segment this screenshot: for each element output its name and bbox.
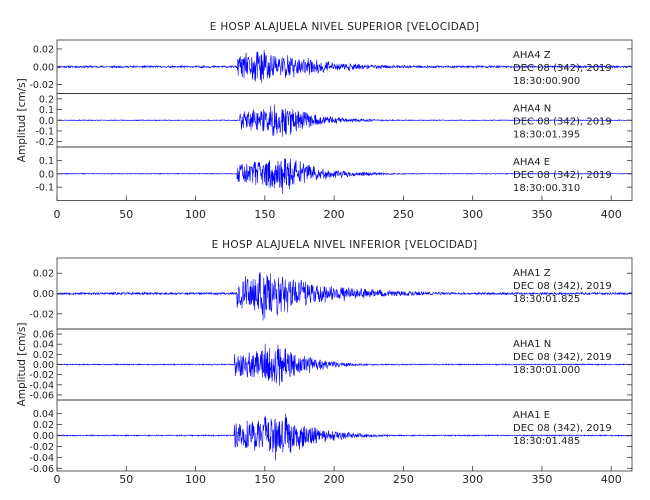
panel-aha4-z: 0.02 0.00 -0.02 AHA4 Z DEC 08 (342), 2019 18:…	[29, 39, 633, 94]
waveform-aha4-n	[57, 104, 632, 137]
y-tick-label: 0.1	[39, 156, 54, 167]
waveform-aha1-z	[57, 271, 632, 321]
y-tick-label: 0.00	[33, 431, 54, 442]
y-tick-label: 0.04	[33, 340, 54, 351]
x-tick-label: 50	[119, 473, 133, 486]
panel-aha1-e: 0.040.020.00-0.02-0.04-0.06 AHA1 E DEC 08 …	[29, 399, 633, 475]
chart-title: E HOSP ALAJUELA NIVEL INFERIOR [VELOCIDA…	[212, 239, 478, 251]
x-tick-label: 0	[54, 473, 61, 486]
x-tick-label: 100	[185, 473, 206, 486]
x-tick-label: 200	[324, 208, 345, 221]
y-tick-label: 0.04	[33, 409, 54, 420]
y-tick-label: 0.2	[39, 94, 54, 105]
x-tick-label: 0	[54, 208, 61, 221]
y-tick-label: 0.02	[33, 269, 54, 280]
y-tick-label: -0.06	[29, 464, 54, 475]
time-label: 18:30:01.825	[513, 294, 580, 305]
y-tick-label: -0.02	[29, 442, 54, 453]
waveform-aha1-e	[57, 413, 632, 461]
waveform-aha4-z	[57, 49, 632, 84]
x-tick-label: 350	[531, 208, 552, 221]
time-label: 18:30:00.900	[513, 76, 580, 87]
y-tick-label: 0.02	[33, 44, 54, 55]
y-tick-label: 0.0	[39, 116, 54, 127]
time-label: 18:30:01.395	[513, 130, 580, 141]
date-label: DEC 08 (342), 2019	[513, 117, 612, 128]
station-label: AHA1 E	[513, 410, 550, 421]
x-tick-label: 150	[254, 473, 275, 486]
date-label: DEC 08 (342), 2019	[513, 281, 612, 292]
panel-aha4-n: 0.20.10.0-0.1-0.2 AHA4 N DEC 08 (342), 201…	[35, 93, 633, 148]
y-tick-label: 0.02	[33, 350, 54, 361]
x-tick-label: 250	[393, 473, 414, 486]
x-tick-label: 200	[324, 473, 345, 486]
y-tick-label: -0.04	[29, 380, 54, 391]
y-tick-label: 0.02	[33, 420, 54, 431]
x-tick-label: 50	[119, 208, 133, 221]
y-tick-label: 0.00	[33, 360, 54, 371]
station-label: AHA1 Z	[513, 268, 551, 279]
x-tick-label: 350	[531, 473, 552, 486]
chart-title: E HOSP ALAJUELA NIVEL SUPERIOR [VELOCIDA…	[210, 21, 479, 33]
y-axis-label: Amplitud [cm/s]	[16, 78, 28, 162]
waveform-aha1-n	[57, 343, 632, 386]
panel-aha1-z: 0.02 0.00 -0.02 AHA1 Z DEC 08 (342), 2019 18:…	[29, 257, 633, 330]
station-label: AHA4 E	[513, 157, 550, 168]
x-tick-label: 400	[601, 208, 622, 221]
x-tick-label: 150	[254, 208, 275, 221]
x-tick-label: 300	[462, 473, 483, 486]
time-label: 18:30:00.310	[513, 183, 580, 194]
y-tick-label: -0.04	[29, 453, 54, 464]
date-label: DEC 08 (342), 2019	[513, 423, 612, 434]
x-tick-label: 400	[601, 473, 622, 486]
y-tick-label: 0.00	[33, 289, 54, 300]
y-tick-label: -0.06	[29, 390, 54, 401]
time-label: 18:30:01.485	[513, 436, 580, 447]
y-tick-label: 0.1	[39, 105, 54, 116]
time-label: 18:30:01.000	[513, 365, 580, 376]
plots-layer: E HOSP ALAJUELA NIVEL SUPERIOR [VELOCIDA…	[16, 21, 633, 486]
y-tick-label: 0.0	[39, 169, 54, 180]
y-tick-label: -0.2	[35, 137, 54, 148]
x-tick-label: 250	[393, 208, 414, 221]
chart-2: E HOSP ALAJUELA NIVEL INFERIOR [VELOCIDA…	[16, 239, 633, 486]
x-tick-label: 300	[462, 208, 483, 221]
y-tick-label: -0.02	[29, 370, 54, 381]
y-axis-label: Amplitud [cm/s]	[16, 323, 28, 407]
y-tick-label: -0.02	[29, 80, 54, 91]
y-tick-label: -0.1	[35, 183, 54, 194]
y-tick-label: -0.1	[35, 126, 54, 137]
date-label: DEC 08 (342), 2019	[513, 170, 612, 181]
date-label: DEC 08 (342), 2019	[513, 63, 612, 74]
date-label: DEC 08 (342), 2019	[513, 352, 612, 363]
panel-aha4-e: 0.1 0.0 -0.1 AHA4 E DEC 08 (342), 2019 18:30:…	[35, 146, 633, 201]
waveform-aha4-e	[57, 158, 632, 194]
y-tick-label: -0.02	[29, 309, 54, 320]
station-label: AHA4 N	[513, 104, 551, 115]
y-tick-label: 0.00	[33, 62, 54, 73]
y-tick-label: 0.06	[33, 330, 54, 341]
panel-aha1-n: 0.060.040.020.00-0.02-0.04-0.06 AHA1 N DEC…	[29, 328, 633, 401]
x-tick-label: 100	[185, 208, 206, 221]
station-label: AHA1 N	[513, 339, 551, 350]
station-label: AHA4 Z	[513, 50, 551, 61]
chart-1: E HOSP ALAJUELA NIVEL SUPERIOR [VELOCIDA…	[16, 21, 633, 221]
